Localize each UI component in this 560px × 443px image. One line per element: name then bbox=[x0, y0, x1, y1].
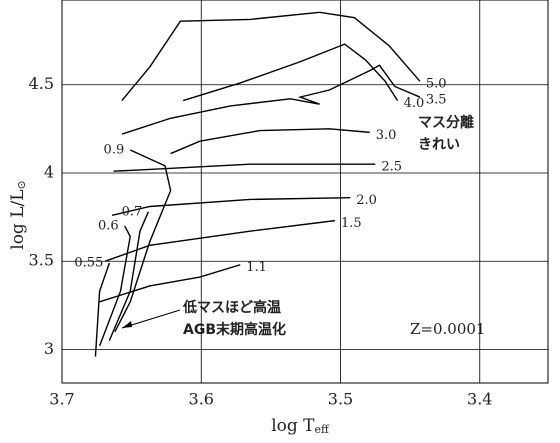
track-line bbox=[98, 225, 131, 347]
track-line bbox=[121, 11, 421, 102]
series-label: 2.0 bbox=[356, 193, 377, 208]
track-line bbox=[114, 149, 172, 333]
y-tick-label: 4.5 bbox=[29, 74, 54, 93]
annotation: Z=0.0001 bbox=[410, 320, 485, 338]
annotation: きれい bbox=[418, 137, 460, 153]
track-line bbox=[121, 64, 421, 135]
series-label: 5.0 bbox=[426, 77, 447, 92]
annotation: 低マスほど高温 bbox=[182, 299, 281, 316]
series-label: 3.0 bbox=[376, 128, 397, 143]
x-tick-label: 3.6 bbox=[189, 390, 214, 409]
track-line bbox=[170, 128, 370, 155]
track-line bbox=[94, 262, 111, 357]
series-label: 4.0 bbox=[404, 96, 425, 111]
arrow-head bbox=[122, 321, 132, 328]
series-label: 0.9 bbox=[104, 143, 125, 158]
arrow bbox=[121, 309, 181, 329]
series-label: 2.5 bbox=[381, 160, 402, 175]
x-axis-label: log Teff bbox=[271, 416, 330, 437]
annotation: マス分離 bbox=[418, 114, 474, 131]
track-line bbox=[113, 163, 376, 172]
series-label: 0.7 bbox=[122, 204, 143, 219]
series-label: 0.55 bbox=[74, 255, 103, 270]
y-tick-label: 3.5 bbox=[29, 251, 54, 270]
y-axis-label: log L/L⊙ bbox=[8, 180, 29, 249]
x-tick-label: 3.4 bbox=[467, 390, 492, 409]
y-tick-label: 3 bbox=[44, 339, 54, 358]
series-label: 1.1 bbox=[246, 260, 267, 275]
y-tick-label: 4 bbox=[44, 162, 54, 181]
track-line bbox=[99, 264, 241, 303]
track-line bbox=[104, 219, 336, 262]
annotation: AGB末期高温化 bbox=[183, 321, 286, 338]
track-line bbox=[108, 211, 149, 341]
track-line bbox=[182, 43, 399, 102]
series-label: 3.5 bbox=[426, 93, 447, 108]
series-label: 0.6 bbox=[98, 218, 119, 233]
x-tick-label: 3.5 bbox=[328, 390, 353, 409]
track-line bbox=[111, 196, 351, 217]
x-tick-label: 3.7 bbox=[49, 390, 74, 409]
series-label: 1.5 bbox=[341, 216, 362, 231]
